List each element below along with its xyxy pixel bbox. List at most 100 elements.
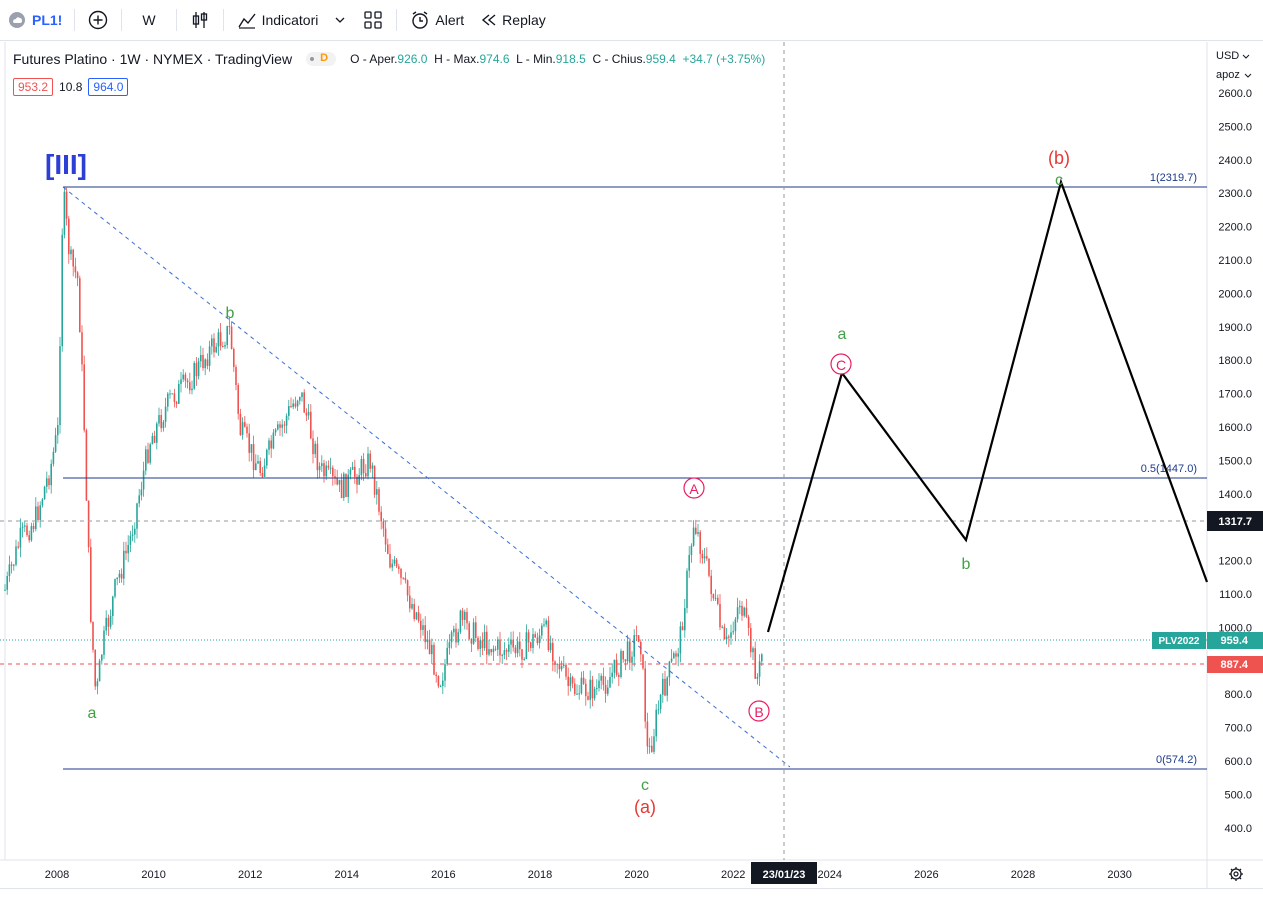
candle-body bbox=[277, 424, 279, 430]
candle-body bbox=[340, 479, 343, 498]
candle-body bbox=[613, 659, 616, 673]
candle-body bbox=[32, 526, 35, 529]
candle-body bbox=[65, 191, 68, 219]
candle-body bbox=[479, 640, 481, 649]
candle-body bbox=[129, 535, 132, 545]
candle-body bbox=[464, 611, 466, 620]
candle-body bbox=[261, 472, 264, 477]
candle-body bbox=[347, 474, 349, 497]
candle-body bbox=[697, 531, 699, 534]
wave-label-b1: b bbox=[226, 305, 235, 322]
currency-label[interactable]: USD bbox=[1216, 50, 1239, 62]
candle-body bbox=[736, 607, 739, 620]
candle-body bbox=[719, 603, 721, 628]
candle-body bbox=[600, 675, 602, 681]
candle-body bbox=[538, 635, 541, 644]
candle-body bbox=[191, 388, 193, 391]
candle-body bbox=[450, 632, 453, 643]
candle-body bbox=[158, 415, 160, 424]
mode-label[interactable]: apoz bbox=[1216, 69, 1240, 81]
candle-body bbox=[589, 679, 591, 700]
candle-body bbox=[659, 694, 662, 710]
candle-body bbox=[162, 421, 165, 429]
candle-body bbox=[138, 495, 140, 504]
candle-body bbox=[734, 619, 737, 632]
candle-body bbox=[266, 449, 268, 466]
candle-body bbox=[178, 384, 180, 404]
price-chart[interactable]: 1(2319.7) 0.5(1447.0) 0(574.2) [III] a b… bbox=[0, 42, 1263, 904]
candle-body bbox=[197, 361, 200, 377]
candle-body bbox=[316, 443, 319, 471]
compare-button[interactable] bbox=[79, 0, 117, 40]
candle-body bbox=[409, 595, 411, 609]
cloud-icon bbox=[9, 12, 25, 28]
candle-body bbox=[602, 675, 605, 685]
candle-body bbox=[675, 653, 677, 657]
spread-value: 10.8 bbox=[59, 80, 83, 94]
time-tick-label: 2014 bbox=[335, 869, 359, 881]
price-tick-label: 600.0 bbox=[1224, 756, 1252, 768]
low-label: L - Min. bbox=[516, 52, 556, 66]
candle-body bbox=[477, 637, 479, 649]
replay-button[interactable]: Replay bbox=[472, 0, 554, 40]
buy-price-button[interactable]: 964.0 bbox=[88, 78, 129, 96]
high-label: H - Max. bbox=[434, 52, 480, 66]
candle-body bbox=[35, 506, 37, 529]
candle-body bbox=[367, 453, 369, 477]
candle-body bbox=[182, 374, 184, 380]
price-label-959: 959.4 bbox=[1220, 635, 1248, 647]
candle-body bbox=[21, 526, 24, 528]
candle-body bbox=[230, 326, 233, 349]
candle-body bbox=[635, 635, 638, 637]
candle-body bbox=[527, 632, 530, 643]
candle-body bbox=[112, 596, 114, 616]
divider bbox=[175, 9, 177, 31]
candle-body bbox=[74, 266, 77, 273]
candle-body bbox=[530, 642, 532, 649]
candle-body bbox=[250, 444, 253, 453]
candle-body bbox=[534, 634, 536, 638]
projection-path[interactable] bbox=[766, 178, 1209, 633]
indicators-icon bbox=[237, 13, 256, 29]
chart-type-button[interactable] bbox=[181, 0, 219, 40]
candle-body bbox=[116, 577, 118, 580]
candle-body bbox=[679, 626, 682, 654]
candle-body bbox=[739, 605, 741, 608]
candle-body bbox=[175, 401, 178, 404]
replay-label: Replay bbox=[502, 12, 546, 28]
alarm-clock-icon bbox=[412, 11, 429, 29]
candle-body bbox=[338, 479, 341, 485]
indicators-button[interactable]: Indicatori bbox=[228, 0, 327, 40]
candle-body bbox=[488, 649, 490, 655]
candle-body bbox=[494, 648, 497, 650]
chevron-down-icon bbox=[335, 17, 345, 23]
divider bbox=[396, 9, 398, 31]
price-tick-label: 500.0 bbox=[1224, 789, 1252, 801]
indicators-dropdown[interactable] bbox=[326, 0, 354, 40]
candle-body bbox=[318, 466, 321, 471]
candle-body bbox=[514, 647, 517, 654]
wave-circle-C bbox=[830, 353, 852, 375]
candle-body bbox=[725, 636, 728, 640]
alert-button[interactable]: Alert bbox=[401, 0, 472, 40]
trend-line[interactable] bbox=[62, 186, 791, 768]
candle-body bbox=[94, 649, 96, 687]
symbol-search[interactable]: PL1! bbox=[0, 0, 70, 40]
candle-body bbox=[398, 566, 400, 569]
templates-button[interactable] bbox=[354, 0, 392, 40]
candle-body bbox=[50, 463, 52, 486]
candle-body bbox=[325, 465, 327, 477]
candle-body bbox=[151, 435, 154, 445]
candle-body bbox=[552, 642, 554, 662]
candle-body bbox=[406, 580, 409, 596]
price-label-1317-bg bbox=[1207, 511, 1263, 531]
candle-body bbox=[483, 631, 486, 649]
candle-body bbox=[598, 680, 600, 689]
plus-circle-icon bbox=[89, 10, 108, 30]
interval-button[interactable]: W bbox=[126, 0, 171, 40]
candle-body bbox=[745, 607, 748, 617]
sell-price-button[interactable]: 953.2 bbox=[13, 78, 54, 96]
market-status-badge[interactable]: D bbox=[306, 52, 337, 66]
gear-icon[interactable] bbox=[1229, 867, 1243, 881]
candle-body bbox=[307, 411, 310, 416]
